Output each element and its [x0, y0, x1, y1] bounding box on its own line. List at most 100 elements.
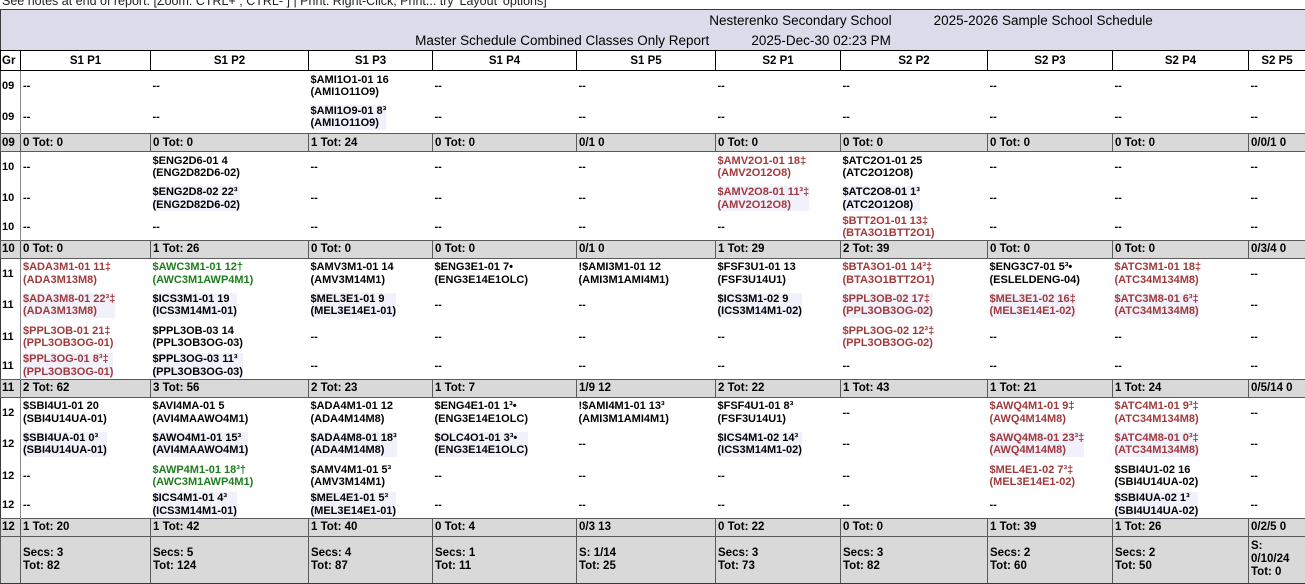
course-cell: $MEL4E1-02 7³‡(MEL3E14E1-02)	[988, 460, 1113, 492]
empty-cell: --	[309, 215, 433, 241]
empty-marker: --	[1115, 331, 1122, 343]
period-total-cell: 1 Tot: 29	[716, 240, 841, 258]
empty-marker: --	[579, 499, 586, 511]
empty-cell: --	[841, 460, 988, 492]
summary-line: Tot: 82	[843, 560, 985, 573]
empty-cell: --	[309, 152, 433, 183]
grade-11-row-3: 11$PPL3OB-01 21‡(PPL3OB3OG-01)$PPL3OB-03…	[1, 321, 1305, 353]
empty-marker: --	[311, 192, 318, 204]
page-note-text: See notes at end of report. [Zoom: CTRL+…	[2, 0, 1305, 8]
empty-marker: --	[1251, 192, 1258, 204]
course-cell: $AMI1O1-01 16(AMI1O11O9)	[309, 71, 433, 102]
empty-cell: --	[577, 102, 716, 134]
empty-marker: --	[23, 499, 30, 511]
period-total-cell: 0 Tot: 0	[151, 134, 309, 152]
page-note: See notes at end of report. [Zoom: CTRL+…	[0, 0, 1305, 9]
empty-marker: --	[153, 221, 160, 233]
course-entry: $AMV2O1-01 18‡(AMV2O12O8)	[718, 155, 807, 180]
empty-cell: --	[1249, 258, 1305, 289]
grade-label: 12	[1, 460, 21, 492]
period-total-cell: 0 Tot: 0	[841, 518, 988, 536]
course-entry: $ICS3M1-01 19(ICS3M14M1-01)	[153, 293, 237, 318]
summary-line: Tot: 25	[579, 560, 713, 573]
empty-cell: --	[21, 492, 151, 518]
course-entry: $PPL3OG-03 11³(PPL3OB3OG-03)	[153, 353, 243, 378]
course-entry: $MEL3E1-01 9(MEL3E14E1-01)	[311, 293, 397, 318]
course-cell: $SBI4U1-01 20(SBI4U14UA-01)	[21, 397, 151, 428]
empty-marker: --	[579, 111, 586, 123]
empty-cell: --	[1249, 492, 1305, 518]
empty-marker: --	[579, 221, 586, 233]
empty-marker: --	[990, 111, 997, 123]
course-cell: $ENG2D6-01 4(ENG2D82D6-02)	[151, 152, 309, 183]
period-total-cell: 1/9 12	[577, 379, 716, 397]
empty-marker: --	[23, 111, 30, 123]
course-cell: $ATC3M1-01 18‡(ATC34M134M8)	[1113, 258, 1249, 289]
empty-marker: --	[843, 499, 850, 511]
empty-cell: --	[1249, 71, 1305, 102]
empty-marker: --	[1115, 221, 1122, 233]
course-entry: $AWQ4M1-01 9‡(AWQ4M14M8)	[990, 400, 1075, 425]
course-entry: $PPL3OB-02 17‡(PPL3OB3OG-02)	[843, 293, 933, 318]
empty-marker: --	[311, 221, 318, 233]
empty-marker: --	[1115, 80, 1122, 92]
empty-marker: --	[718, 331, 725, 343]
course-cell: $AMV2O8-01 11³‡(AMV2O12O8)	[716, 183, 841, 215]
course-entry: $AMV2O8-01 11³‡(AMV2O12O8)	[718, 186, 810, 211]
empty-cell: --	[841, 102, 988, 134]
grade-10-row-3: 10------------$BTT2O1-01 13‡(BTA3O1BTT2O…	[1, 215, 1305, 241]
empty-marker: --	[435, 470, 442, 482]
empty-cell: --	[433, 460, 577, 492]
empty-cell: --	[988, 321, 1113, 353]
empty-cell: --	[577, 353, 716, 379]
empty-marker: --	[579, 161, 586, 173]
summary-line: Tot: 87	[311, 560, 430, 573]
course-entry: $ICS4M1-01 4³(ICS3M14M1-01)	[153, 492, 237, 517]
summary-line: Secs: 2	[1115, 547, 1246, 560]
empty-marker: --	[579, 80, 586, 92]
course-entry: $ICS4M1-02 14³(ICS3M14M1-02)	[718, 432, 802, 457]
period-total-cell: 2 Tot: 22	[716, 379, 841, 397]
course-entry: $ATC4M8-01 0³‡(ATC34M134M8)	[1115, 432, 1199, 457]
grade-12-row-2: 12$SBI4UA-01 0³(SBI4U14UA-01)$AWO4M1-01 …	[1, 428, 1305, 460]
empty-marker: --	[718, 360, 725, 372]
course-cell: $ICS3M1-02 9(ICS3M14M1-02)	[716, 289, 841, 321]
period-total-cell: 0/2/5 0	[1249, 518, 1305, 536]
empty-marker: --	[1115, 111, 1122, 123]
course-entry: $AWO4M1-01 15³(AVI4MAAWO4M1)	[153, 432, 249, 457]
summary-line: Tot: 73	[718, 560, 838, 573]
grade-12-row-4: 12--$ICS4M1-01 4³(ICS3M14M1-01)$MEL4E1-0…	[1, 492, 1305, 518]
empty-cell: --	[988, 102, 1113, 134]
period-total-cell: 1 Tot: 43	[841, 379, 988, 397]
period-total-cell: 1 Tot: 26	[151, 240, 309, 258]
empty-cell: --	[433, 492, 577, 518]
grade-label: 11	[1, 258, 21, 289]
empty-marker: --	[153, 80, 160, 92]
course-cell: $PPL3OB-03 14(PPL3OB3OG-03)	[151, 321, 309, 353]
empty-marker: --	[843, 407, 850, 419]
course-entry: $PPL3OG-01 8³‡(PPL3OB3OG-01)	[23, 353, 113, 378]
empty-marker: --	[718, 470, 725, 482]
empty-cell: --	[841, 428, 988, 460]
summary-line: Tot: 82	[23, 560, 148, 573]
period-total-cell: 0/5/14 0	[1249, 379, 1305, 397]
course-cell: $FSF3U1-01 13(FSF3U14U1)	[716, 258, 841, 289]
summary-line: S: 1/14	[579, 547, 713, 560]
course-cell: $AWQ4M8-01 23³‡(AWQ4M14M8)	[988, 428, 1113, 460]
empty-marker: --	[435, 80, 442, 92]
period-total-cell: 0 Tot: 0	[433, 134, 577, 152]
empty-cell: --	[433, 215, 577, 241]
summary-line: Secs: 3	[23, 547, 148, 560]
course-entry: $ENG4E1-01 1³•(ENG3E14E1OLC)	[435, 400, 529, 425]
course-entry: $ADA4M1-01 12(ADA4M14M8)	[311, 400, 394, 425]
course-cell: $AMV2O1-01 18‡(AMV2O12O8)	[716, 152, 841, 183]
empty-cell: --	[433, 71, 577, 102]
course-entry: $ICS3M1-02 9(ICS3M14M1-02)	[718, 293, 802, 318]
report-datetime: 2025-Dec-30 02:23 PM	[751, 33, 891, 48]
